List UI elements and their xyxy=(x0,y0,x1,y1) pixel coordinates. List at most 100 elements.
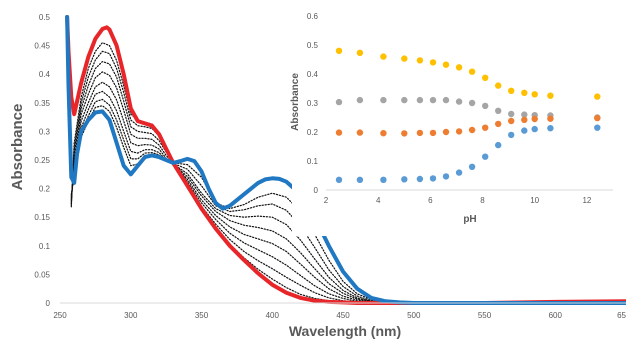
ph-point-series-0 xyxy=(429,59,437,66)
ph-point-series-2 xyxy=(356,129,364,136)
inset-x-tick-label: 8 xyxy=(480,196,485,205)
ph-point-series-2 xyxy=(429,129,437,137)
ph-point-series-2 xyxy=(531,115,538,123)
ph-point-series-2 xyxy=(594,114,601,122)
inset-y-tick-label: 0.3 xyxy=(307,99,319,108)
main-y-tick-label: 0.15 xyxy=(34,213,50,222)
ph-point-series-2 xyxy=(482,124,489,131)
inset-y-tick-label: 0.4 xyxy=(307,70,319,79)
inset-background xyxy=(292,8,618,236)
main-x-tick-label: 65 xyxy=(617,311,626,320)
main-x-tick-label: 300 xyxy=(124,311,138,320)
ph-point-series-3 xyxy=(495,141,502,149)
main-x-tick-label: 450 xyxy=(336,311,350,320)
main-y-tick-label: 0.05 xyxy=(34,270,50,279)
main-y-tick-label: 0.25 xyxy=(34,156,50,165)
inset-y-tick-label: 0.2 xyxy=(307,128,319,137)
ph-point-series-1 xyxy=(468,99,476,107)
ph-point-series-2 xyxy=(442,128,450,136)
ph-point-series-2 xyxy=(547,115,554,122)
ph-point-series-1 xyxy=(335,98,343,106)
main-x-tick-label: 400 xyxy=(266,311,280,320)
ph-point-series-1 xyxy=(416,96,424,104)
inset-x-tick-label: 2 xyxy=(324,196,329,205)
ph-point-series-0 xyxy=(468,68,476,75)
ph-point-series-1 xyxy=(380,96,387,104)
ph-point-series-2 xyxy=(521,116,528,124)
ph-point-series-2 xyxy=(416,129,424,137)
main-y-tick-label: 0.4 xyxy=(39,70,51,79)
ph-point-series-1 xyxy=(482,102,489,110)
ph-point-series-0 xyxy=(594,93,601,100)
main-y-tick-label: 0 xyxy=(46,299,51,308)
ph-point-series-3 xyxy=(455,169,463,176)
ph-point-series-0 xyxy=(531,91,538,98)
main-y-tick-label: 0.5 xyxy=(39,13,51,22)
spectrum-line-1 xyxy=(65,15,626,305)
ph-point-series-0 xyxy=(416,57,424,64)
spectrum-line-6 xyxy=(70,81,415,304)
ph-point-series-0 xyxy=(482,74,489,82)
main-y-tick-label: 0.2 xyxy=(39,185,51,194)
ph-point-series-3 xyxy=(468,163,476,170)
ph-point-series-2 xyxy=(455,128,463,135)
inset-x-tick-labels: 2 4 6 8 10 12 xyxy=(324,196,592,205)
inset-x-tick-label: 10 xyxy=(530,196,539,205)
ph-point-series-1 xyxy=(521,111,528,118)
ph-point-series-0 xyxy=(547,92,554,99)
ph-point-series-1 xyxy=(495,107,502,115)
ph-point-series-3 xyxy=(335,176,343,183)
ph-point-series-0 xyxy=(401,55,408,62)
spectrum-line-7 xyxy=(70,90,415,304)
ph-point-series-0 xyxy=(442,61,450,68)
inset-x-tick-label: 4 xyxy=(376,196,381,205)
ph-point-series-3 xyxy=(508,131,515,139)
ph-point-series-3 xyxy=(429,175,437,182)
ph-point-series-1 xyxy=(429,96,437,104)
main-x-tick-label: 250 xyxy=(53,311,67,320)
spectra-lines xyxy=(65,15,626,305)
spectrum-line-4 xyxy=(70,61,415,304)
inset-y-tick-labels: 0 0.1 0.2 0.3 0.4 0.5 0.6 xyxy=(307,12,319,195)
ph-point-series-2 xyxy=(495,120,502,128)
spectrum-line-8 xyxy=(70,98,415,304)
inset-y-axis-label: Absorbance xyxy=(290,73,301,131)
ph-point-series-2 xyxy=(468,126,476,134)
inset-y-tick-label: 0.1 xyxy=(307,157,319,166)
inset-x-tick-label: 12 xyxy=(582,196,591,205)
inset-y-tick-label: 0 xyxy=(314,186,319,195)
ph-point-series-3 xyxy=(380,176,387,183)
ph-point-series-3 xyxy=(356,176,364,183)
ph-point-series-3 xyxy=(594,124,601,131)
ph-point-series-0 xyxy=(508,87,515,95)
main-y-tick-label: 0.1 xyxy=(39,242,51,251)
spectrum-line-5 xyxy=(70,71,415,304)
main-spectra-chart: 00.050.10.150.20.250.30.350.40.450.5 250… xyxy=(9,13,626,339)
main-x-tick-labels: 250 300 350 400 450 500 550 600 65 xyxy=(53,311,626,320)
main-x-tick-label: 550 xyxy=(478,311,492,320)
ph-point-series-0 xyxy=(455,64,463,71)
ph-point-series-1 xyxy=(442,96,450,104)
ph-point-series-3 xyxy=(547,125,554,132)
inset-scatter-points xyxy=(335,47,601,183)
main-y-tick-labels: 0 0.05 0.1 0.15 0.2 0.25 0.3 0.35 0.4 0.45 0.5 xyxy=(34,13,50,308)
ph-point-series-3 xyxy=(531,125,538,133)
ph-point-series-0 xyxy=(335,47,343,54)
ph-point-series-3 xyxy=(442,173,450,180)
main-x-tick-label: 600 xyxy=(549,311,563,320)
ph-point-series-0 xyxy=(495,82,502,89)
main-y-tick-label: 0.45 xyxy=(34,42,50,51)
spectrum-line-3 xyxy=(70,50,415,304)
inset-x-tick-label: 6 xyxy=(428,196,433,205)
inset-x-axis-label: pH xyxy=(463,214,476,225)
main-x-tick-label: 350 xyxy=(195,311,209,320)
ph-point-series-3 xyxy=(416,175,424,183)
ph-point-series-2 xyxy=(508,117,515,125)
main-y-axis-label: Absorbance xyxy=(9,104,26,191)
ph-point-series-1 xyxy=(401,96,408,104)
main-y-tick-label: 0.3 xyxy=(39,127,51,136)
ph-point-series-0 xyxy=(521,89,528,97)
ph-point-series-2 xyxy=(380,130,387,137)
ph-point-series-3 xyxy=(401,176,408,183)
